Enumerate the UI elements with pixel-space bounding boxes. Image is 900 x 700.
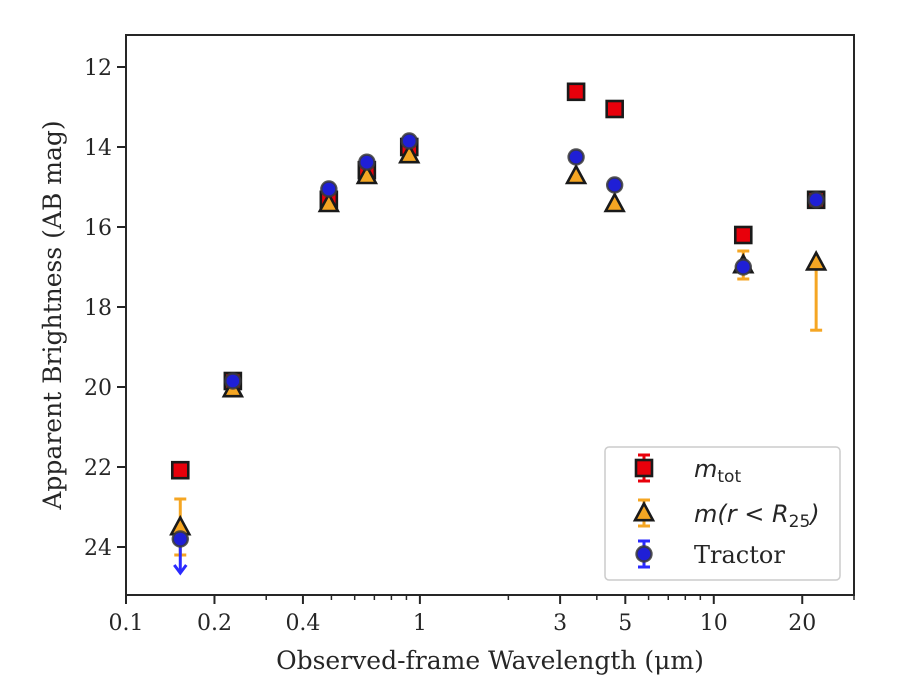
x-tick-label-5: 5 [618,611,632,636]
x-tick-label-4: 3 [553,611,567,636]
mr25-point-6 [603,191,626,213]
y-tick-label-6: 24 [84,536,112,561]
tractor-point-0 [171,530,189,548]
y-tick-label-3: 18 [84,296,112,321]
legend-label-mr25: m(r < R25) [694,500,820,532]
tractor-point-2 [320,180,338,198]
legend-label-tractor: Tractor [694,541,785,569]
data-marks [169,82,828,576]
x-tick-label-2: 0.4 [285,611,320,636]
mtot-point-7 [733,225,753,245]
x-tick-label-1: 0.2 [197,611,232,636]
y-tick-label-2: 16 [84,216,112,241]
series-tractor [171,132,825,576]
legend-box [604,446,841,581]
series-mr25 [169,142,828,557]
legend-handle-tractor [635,539,653,569]
x-tick-label-6: 10 [700,611,728,636]
mr25-point-8 [804,250,828,271]
tractor-point-1 [224,372,242,390]
y-axis: 12 14 16 18 20 22 24 [84,56,126,561]
legend-marker-tractor [635,545,653,563]
plot-frame [125,34,855,596]
x-axis: 0.1 0.2 0.4 1 3 5 10 20 [109,595,855,636]
tractor-point-3 [358,153,376,171]
y-tick-label-1: 14 [84,136,112,161]
legend-label-mtot: mtot [694,455,741,487]
x-axis-label: Observed-frame Wavelength (μm) [276,646,704,675]
mr25-point-2 [317,191,341,213]
mr25-point-5 [564,163,588,185]
tractor-point-6 [605,176,624,194]
y-tick-label-5: 22 [84,456,112,481]
tractor-point-5 [567,148,585,166]
mr25-point-4 [398,142,421,164]
y-tick-label-4: 20 [84,376,112,401]
y-axis-label: Apparent Brightness (AB mag) [38,120,67,510]
legend-handle-mtot [634,453,654,483]
legend: mtot m(r < R25) Tractor [604,446,841,581]
mr25-point-3 [355,163,379,185]
tractor-point-8 [807,191,825,209]
legend-handle-mr25 [632,498,656,528]
mtot-point-6 [605,99,624,119]
x-tick-label-0: 0.1 [109,611,144,636]
mtot-point-5 [566,82,586,102]
x-tick-label-7: 20 [788,611,816,636]
x-tick-label-3: 1 [413,611,427,636]
y-tick-label-0: 12 [84,56,112,81]
legend-marker-mtot [634,458,654,478]
legend-marker-mr25 [632,500,656,522]
tractor-point-7 [734,258,752,276]
tractor-point-4 [400,132,418,150]
mtot-point-0 [170,460,190,480]
